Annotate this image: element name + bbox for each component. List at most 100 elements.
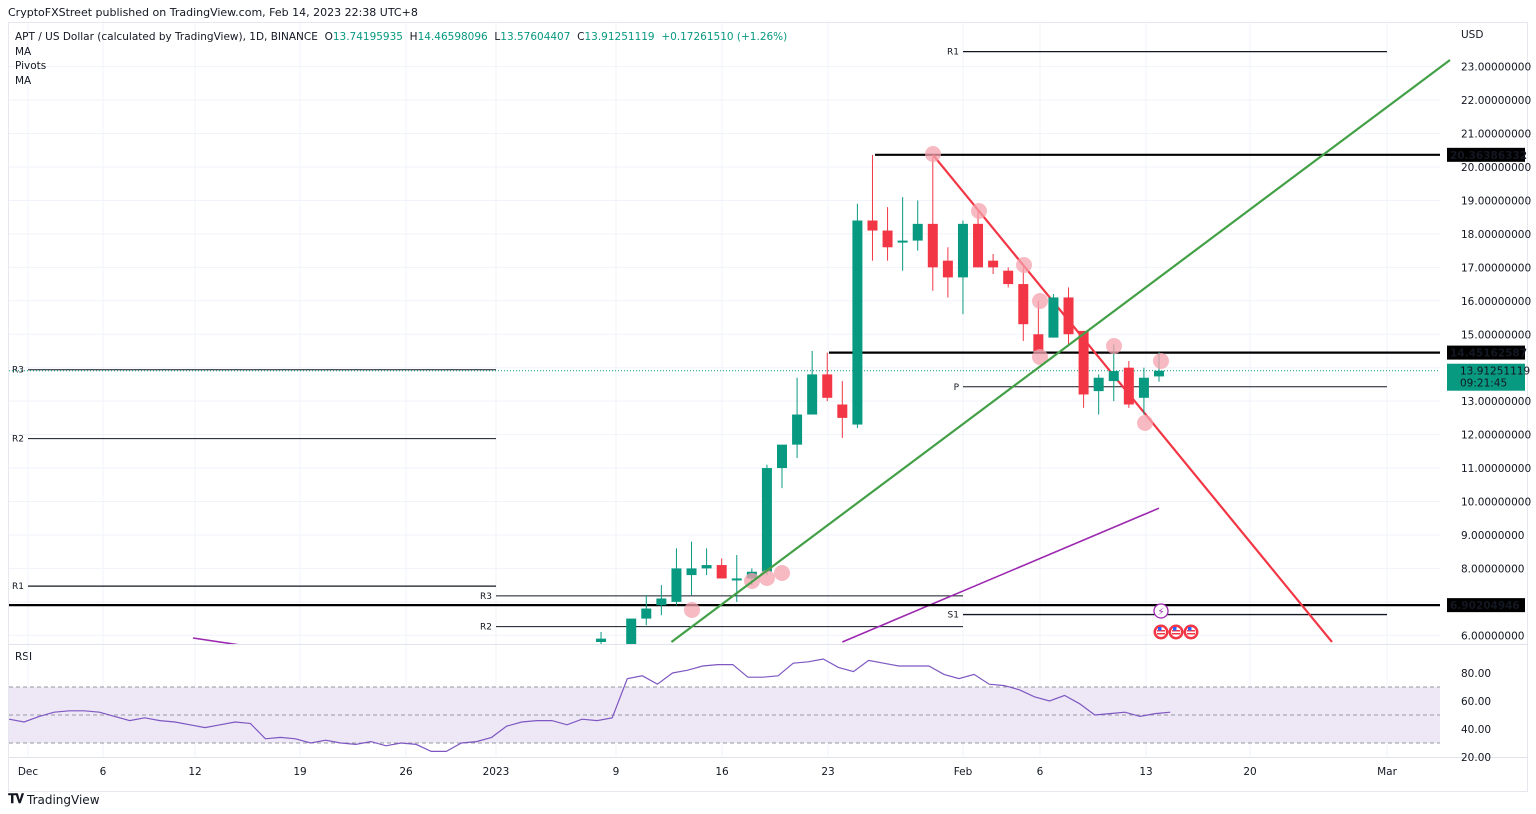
bull-candle[interactable] [1048,294,1059,338]
candle-body [626,618,637,644]
main-pane [9,50,1440,649]
pivot-left-r3-label: R3 [12,366,24,376]
indicator-pivots[interactable]: Pivots [15,60,47,72]
candle-body [1003,270,1014,285]
time-tick: Dec [18,766,39,778]
bear-candle[interactable] [973,210,984,268]
bear-candle[interactable] [1123,361,1134,408]
bull-candle[interactable] [641,595,652,626]
close-value: 13.91251119 [584,31,655,43]
support-tag-text: 6.90204946 [1450,600,1520,612]
bull-candle[interactable] [777,444,787,489]
candle-body [957,223,968,278]
bear-candle[interactable] [1063,287,1074,345]
indicator-ma-1[interactable]: MA [15,45,32,58]
candle-body [988,260,999,268]
candle-body [686,568,697,576]
bull-candle[interactable] [807,350,818,415]
bull-candle[interactable] [792,377,803,459]
price-tick: 6.00000000 [1461,630,1524,642]
us-flag-stripe [1172,630,1180,632]
candle-body [837,404,848,418]
resistance-high-tag [1447,147,1525,162]
bear-candle[interactable] [1018,267,1029,341]
swing-point-marker [925,146,941,162]
bull-candle[interactable] [957,220,968,315]
time-tick: 13 [1139,766,1152,778]
swing-point-marker [1137,415,1153,431]
candle-body [777,444,787,469]
time-tick: 6 [100,766,107,778]
bear-candle[interactable] [882,207,893,261]
bear-candle[interactable] [1003,267,1014,288]
bull-candle[interactable] [671,548,682,606]
time-tick: 12 [188,766,201,778]
candle-body [1033,334,1044,351]
last-price-text: 13.91251119 [1460,366,1530,378]
candle-body [641,608,652,619]
bull-candle[interactable] [761,464,772,576]
bull-candle[interactable] [656,585,667,616]
pivot-mid-r3-label: R3 [480,592,492,602]
time-tick: 9 [613,766,620,778]
us-flag-canton [1188,627,1192,631]
bull-candle[interactable] [626,618,637,649]
bear-candle[interactable] [716,558,727,579]
rsi-line [9,658,1171,753]
price-tick: 23.00000000 [1461,62,1531,74]
event-icons[interactable]: ⚡ [1153,603,1199,640]
bull-candle[interactable] [1138,367,1149,415]
price-tick: 21.00000000 [1461,129,1531,141]
tradingview-logo-icon: 𝐓𝐕 [8,792,24,807]
price-tick: 11.00000000 [1461,463,1531,475]
bear-candle[interactable] [927,156,938,291]
currency-label: USD [1461,29,1483,41]
bear-candle[interactable] [867,154,878,261]
swing-point-marker [1016,257,1032,273]
candle-body [852,220,863,425]
bear-candle[interactable] [988,253,999,275]
last-price-tag [1447,363,1525,391]
bull-candle[interactable] [686,541,697,596]
bull-candle[interactable] [897,197,908,271]
bull-candle[interactable] [1093,374,1104,415]
price-tick: 12.00000000 [1461,430,1531,442]
candle-body [1078,330,1089,395]
pivot-right-s1-label: S1 [948,611,959,621]
bull-candle[interactable] [596,631,607,645]
swing-point-marker [1032,349,1048,365]
moving-average-line [842,507,1160,643]
moving-average-line-old [192,637,239,644]
rsi-tick: 40.00 [1461,724,1491,736]
candle-body [1138,377,1149,398]
countdown-text: 09:21:45 [1460,378,1507,390]
grid-lines [9,23,1440,757]
price-tick: 19.00000000 [1461,195,1531,207]
bull-candle[interactable] [701,548,712,576]
bear-candle[interactable] [1033,300,1044,351]
price-tick: 8.00000000 [1461,563,1524,575]
publish-info: CryptoFXStreet published on TradingView.… [8,6,418,19]
bear-candle[interactable] [822,352,833,402]
bull-candle[interactable] [852,203,863,428]
symbol-row: APT / US Dollar (calculated by TradingVi… [15,31,788,43]
pivot-left-r1-label: R1 [12,582,24,592]
bear-candle[interactable] [837,381,848,438]
symbol-title[interactable]: APT / US Dollar (calculated by TradingVi… [15,31,318,43]
pivot-right-p-label: P [954,383,960,393]
tradingview-logo[interactable]: 𝐓𝐕 TradingView [8,792,100,807]
chart-legend: APT / US Dollar (calculated by TradingVi… [15,30,787,88]
chart-frame [8,22,1528,792]
us-flag-stripe [1172,633,1180,635]
indicator-ma-2[interactable]: MA [15,74,32,87]
lightning-event-icon[interactable] [1153,603,1169,619]
bear-candle[interactable] [942,247,953,298]
bear-candle[interactable] [1078,330,1089,408]
price-tick: 9.00000000 [1461,530,1524,542]
candle-body [1154,370,1164,377]
us-flag-stripe [1157,633,1165,635]
low-value: 13.57604407 [500,31,571,43]
bull-candle[interactable] [912,200,923,251]
candle-body [792,414,803,445]
